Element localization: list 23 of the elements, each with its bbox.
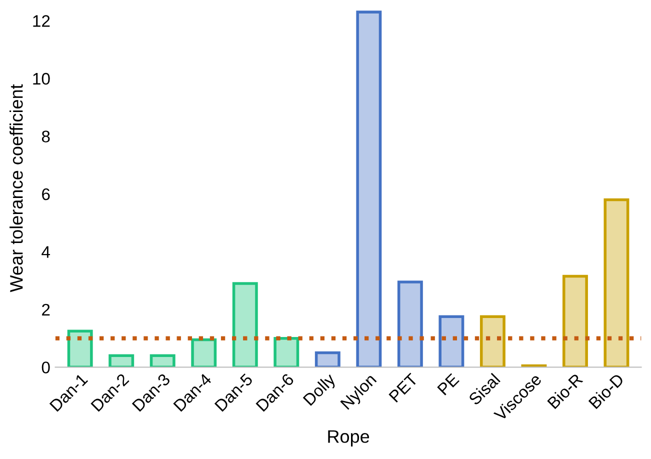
x-axis-title: Rope (328, 430, 370, 446)
y-tick-label: 0 (42, 362, 50, 374)
y-tick-label: 2 (42, 304, 50, 316)
bar (480, 315, 506, 368)
bar (397, 280, 423, 368)
bar (314, 351, 340, 368)
bar (438, 315, 464, 368)
y-tick-label: 6 (42, 188, 50, 200)
bar (604, 198, 630, 368)
y-tick-label: 10 (33, 72, 50, 85)
y-tick-label: 4 (42, 246, 50, 258)
y-tick-label: 8 (42, 130, 50, 142)
bar (232, 282, 258, 368)
bar (67, 330, 93, 368)
bar (356, 10, 382, 368)
bar (150, 354, 176, 368)
bar (562, 274, 588, 368)
x-tick-label: PE (437, 373, 460, 396)
bar (108, 354, 134, 368)
bar (191, 338, 217, 368)
y-tick-label: 12 (33, 15, 50, 27)
y-axis-title: Wear tolerance coefficient (10, 84, 23, 292)
bar (274, 336, 300, 368)
